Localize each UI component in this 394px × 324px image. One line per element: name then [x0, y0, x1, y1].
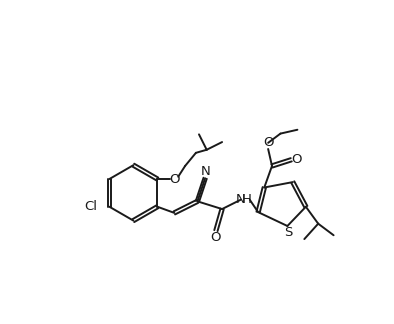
Text: S: S: [284, 226, 292, 239]
Text: O: O: [292, 153, 302, 166]
Text: N: N: [236, 193, 245, 206]
Text: H: H: [242, 193, 252, 206]
Text: O: O: [210, 231, 220, 244]
Text: N: N: [201, 165, 211, 178]
Text: O: O: [263, 136, 273, 149]
Text: O: O: [169, 172, 180, 186]
Text: Cl: Cl: [84, 200, 97, 213]
